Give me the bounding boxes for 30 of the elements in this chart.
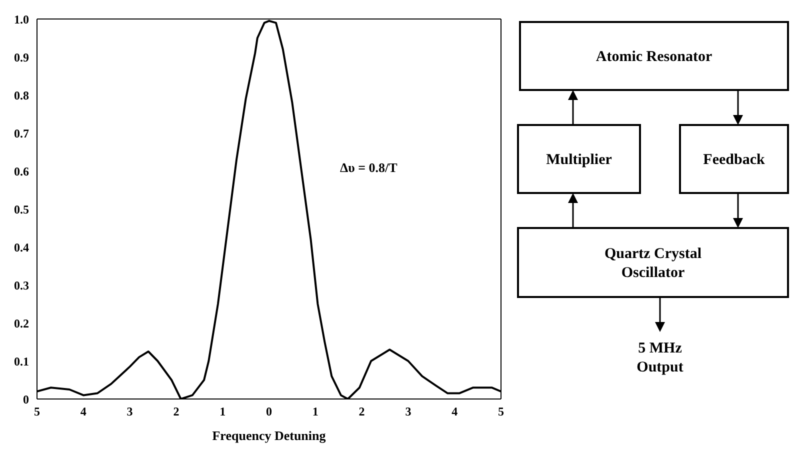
text: Quartz Crystal Oscillator (604, 246, 702, 281)
x-tick-label: 3 (126, 404, 133, 419)
x-tick-label: 2 (358, 404, 365, 419)
x-tick-label: 5 (34, 404, 40, 419)
x-tick-label: 3 (405, 404, 412, 419)
line-series (37, 20, 501, 399)
y-tick-label: 0.4 (14, 240, 29, 254)
x-tick-label: 4 (80, 404, 86, 419)
y-tick-label: 0.9 (14, 50, 29, 64)
y-tick-label: 0.7 (14, 126, 29, 140)
x-tick-label: 5 (498, 404, 504, 419)
y-tick-label: 0 (23, 392, 29, 406)
text: Feedback (703, 152, 766, 168)
text: Multiplier (546, 152, 612, 168)
annotation: Δυ = 0.8/T (340, 160, 398, 176)
y-tick-label: 0.6 (14, 164, 29, 178)
y-tick-label: 1.0 (14, 12, 29, 26)
y-tick-label: 0.5 (14, 202, 29, 216)
y-tick-label: 0.1 (14, 354, 29, 368)
text: Atomic Resonator (596, 49, 712, 65)
x-tick-label: 4 (452, 404, 458, 419)
x-axis-title: Frequency Detuning (212, 428, 326, 443)
y-tick-label: 0.3 (14, 278, 29, 292)
y-tick-label: 0.2 (14, 316, 29, 330)
y-tick-label: 0.8 (14, 88, 29, 102)
x-tick-label: 1 (312, 404, 318, 419)
x-tick-label: 1 (220, 404, 226, 419)
text: 5 MHz Output (636, 340, 684, 376)
x-tick-label: 2 (173, 404, 180, 419)
x-tick-label: 0 (266, 404, 272, 419)
